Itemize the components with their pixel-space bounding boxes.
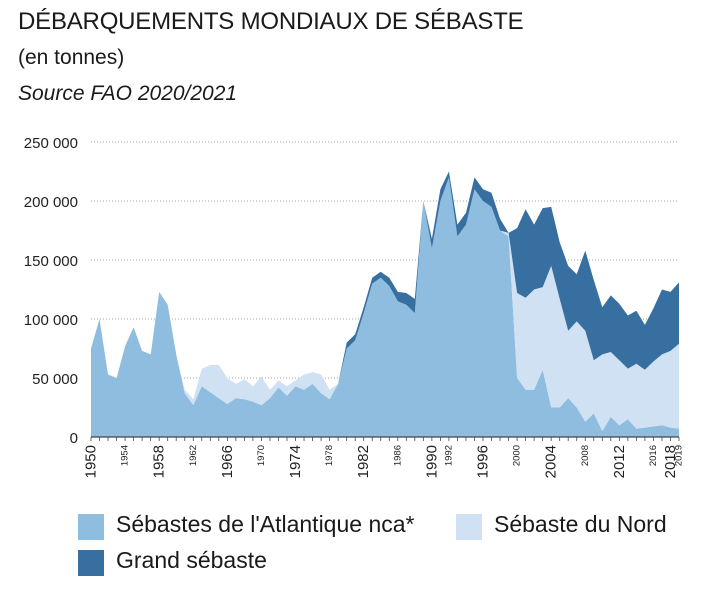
x-tick-label: 1950 — [83, 445, 100, 478]
x-tick-label: 1996 — [475, 445, 492, 478]
legend-swatch-grand — [78, 550, 104, 576]
legend-swatch-nord — [456, 514, 482, 540]
x-tick-label: 1992 — [443, 445, 454, 466]
x-tick-label: 1990 — [423, 445, 440, 478]
x-tick-label: 1970 — [256, 445, 267, 466]
y-tick-label: 150 000 — [24, 253, 78, 270]
series-area-nord — [91, 177, 679, 432]
y-tick-label: 50 000 — [32, 371, 78, 388]
x-tick-label: 1954 — [120, 445, 131, 466]
y-tick-label: 100 000 — [24, 312, 78, 329]
legend-swatch-atlantique — [78, 514, 104, 540]
chart-source: Source FAO 2020/2021 — [18, 82, 238, 105]
y-tick-label: 0 — [70, 430, 78, 447]
x-tick-label: 1978 — [324, 445, 335, 466]
x-tick-label: 1966 — [219, 445, 236, 478]
x-tick-label: 1962 — [188, 445, 199, 466]
x-tick-label: 1986 — [392, 445, 403, 466]
x-tick-label: 2004 — [543, 445, 560, 478]
series-area-atlantique — [91, 177, 679, 437]
x-tick-label: 2008 — [580, 445, 591, 466]
x-tick-label: 1974 — [287, 445, 304, 478]
chart-subtitle: (en tonnes) — [18, 46, 125, 69]
y-tick-label: 200 000 — [24, 194, 78, 211]
x-tick-label: 1982 — [355, 445, 372, 478]
x-tick-label: 2012 — [611, 445, 628, 478]
y-tick-label: 250 000 — [24, 135, 78, 152]
legend-label-nord: Sébaste du Nord — [494, 511, 667, 537]
series-area-grand — [91, 171, 679, 400]
legend-label-grand: Grand sébaste — [116, 547, 267, 573]
chart-title: DÉBARQUEMENTS MONDIAUX DE SÉBASTE — [18, 8, 524, 35]
legend-label-atlantique: Sébastes de l'Atlantique nca* — [116, 511, 415, 537]
x-tick-label: 2019 — [674, 445, 685, 466]
x-tick-label: 2018 — [662, 445, 679, 478]
x-tick-label: 2000 — [512, 445, 523, 466]
x-tick-label: 2016 — [648, 445, 659, 466]
x-tick-label: 1958 — [151, 445, 168, 478]
